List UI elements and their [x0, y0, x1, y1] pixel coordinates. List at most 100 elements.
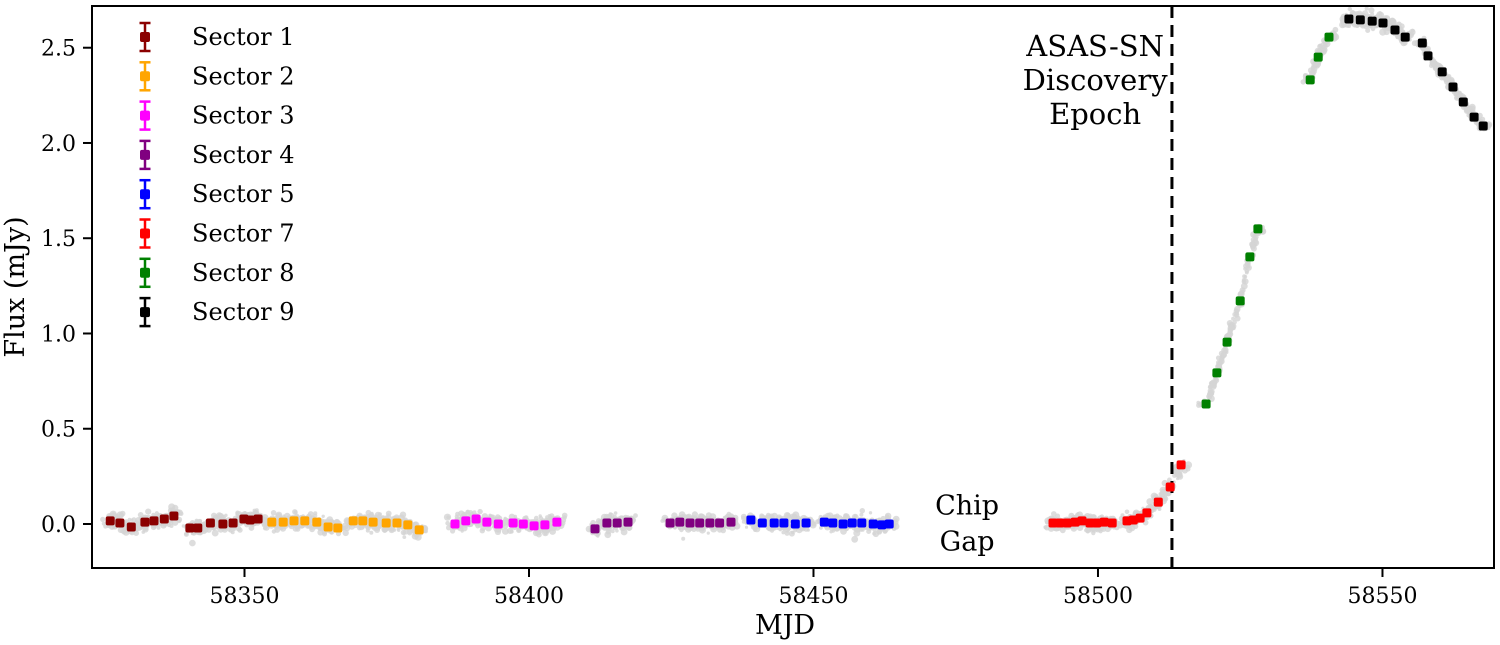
raw-scatter-dot: [1227, 327, 1233, 332]
raw-scatter-dot: [443, 513, 452, 521]
raw-scatter-dot: [691, 511, 699, 518]
raw-scatter-dot: [377, 516, 382, 521]
data-point: [1165, 482, 1175, 492]
raw-scatter-dot: [809, 521, 817, 529]
raw-scatter-dot: [103, 524, 108, 529]
raw-scatter-dot: [181, 524, 186, 528]
data-point: [358, 516, 368, 526]
raw-scatter-dot: [399, 511, 407, 518]
data-point: [1253, 224, 1263, 234]
raw-scatter-dot: [344, 524, 351, 532]
raw-scatter-dot: [369, 530, 374, 535]
data-point: [1400, 32, 1410, 42]
raw-scatter-dot: [1234, 306, 1241, 313]
data-point: [1390, 25, 1400, 35]
raw-scatter-dot: [706, 531, 710, 535]
data-point: [493, 519, 503, 529]
raw-scatter-dot: [342, 529, 349, 537]
data-point: [267, 517, 277, 527]
series-sector-7: [1048, 460, 1186, 528]
raw-scatter-dot: [1231, 316, 1236, 321]
raw-scatter-dot: [1160, 488, 1165, 493]
data-point: [552, 517, 562, 527]
legend-item-sector-8: Sector 8: [139, 257, 295, 289]
data-point: [193, 523, 203, 533]
raw-scatter-dot: [1244, 270, 1249, 275]
data-point: [769, 518, 779, 528]
data-point: [414, 525, 424, 535]
legend-label: Sector 4: [192, 141, 295, 169]
data-point: [1478, 121, 1488, 131]
raw-scatter-dot: [788, 530, 795, 537]
data-point: [1099, 517, 1109, 527]
raw-scatter-dot: [386, 513, 390, 517]
raw-scatter-dot: [321, 514, 325, 518]
raw-scatter-dot: [753, 525, 761, 533]
data-point: [333, 523, 343, 533]
raw-scatter-dot: [1043, 525, 1047, 529]
raw-scatter-dot: [189, 539, 196, 547]
raw-scatter-dot: [595, 520, 599, 525]
legend-item-sector-5: Sector 5: [139, 178, 295, 210]
raw-scatter-dot: [872, 531, 876, 536]
raw-scatter-dot: [1185, 464, 1190, 469]
legend-item-sector-1: Sector 1: [139, 21, 295, 53]
data-point: [868, 519, 878, 529]
data-point: [1324, 32, 1334, 42]
data-point: [159, 514, 169, 524]
raw-scatter-dot: [771, 512, 778, 520]
binned-data-points-layer: [105, 14, 1488, 535]
y-tick-label: 1.5: [41, 227, 76, 252]
axes-layer: 58350 58400 58450 58500 58550 0.0 0.5 1.0 1.5 2.…: [0, 5, 1495, 641]
raw-scatter-dot: [633, 513, 638, 518]
annotation-line: ASAS-SN: [1025, 29, 1164, 63]
y-axis-label: Flux (mJy): [0, 216, 31, 357]
data-point: [105, 516, 115, 526]
raw-scatter-dot: [524, 515, 529, 520]
raw-scatter-dot: [851, 535, 859, 543]
data-point: [779, 518, 789, 528]
data-point: [392, 518, 402, 528]
raw-scatter-dot: [613, 511, 618, 515]
raw-scatter-dot: [678, 511, 686, 518]
annotation-line: Discovery: [1023, 63, 1169, 97]
data-point: [368, 517, 378, 527]
legend-marker: [140, 228, 150, 239]
raw-scatter-dot: [1120, 513, 1125, 518]
raw-scatter-dot: [279, 525, 287, 532]
data-point: [149, 516, 159, 526]
raw-scatter-dot: [145, 508, 152, 515]
raw-scatter-dot: [516, 527, 522, 534]
data-point: [1458, 97, 1468, 107]
data-point: [1305, 75, 1315, 85]
raw-scatter-dot: [1462, 94, 1467, 99]
data-point: [1313, 52, 1323, 62]
raw-scatter-dot: [143, 515, 147, 519]
raw-scatter-dot: [853, 529, 861, 537]
raw-scatter-dot: [1250, 245, 1257, 252]
raw-scatter-dot: [1051, 511, 1057, 517]
raw-scatter-dot: [1436, 62, 1442, 69]
raw-scatter-dot: [402, 535, 407, 539]
raw-scatter-dot: [171, 519, 179, 526]
data-point: [726, 517, 736, 527]
data-point: [819, 517, 829, 527]
x-tick-label: 58550: [1347, 584, 1417, 609]
annotation-layer: ASAS-SN Discovery Epoch Chip Gap: [935, 29, 1168, 557]
x-tick-label: 58350: [209, 584, 279, 609]
raw-scatter-dot: [1241, 289, 1245, 293]
data-point: [245, 515, 255, 525]
raw-scatter-dot: [1209, 382, 1217, 390]
data-point: [828, 518, 838, 528]
raw-scatter-dot: [678, 526, 682, 530]
raw-scatter-dot: [1233, 312, 1240, 318]
legend-label: Sector 9: [192, 298, 295, 326]
data-point: [746, 515, 756, 525]
raw-scatter-dot: [1242, 274, 1247, 279]
data-point: [1070, 517, 1080, 527]
data-point: [312, 517, 322, 527]
data-point: [482, 517, 492, 527]
x-tick-label: 58500: [1063, 584, 1133, 609]
raw-scatter-dot: [1455, 96, 1459, 100]
